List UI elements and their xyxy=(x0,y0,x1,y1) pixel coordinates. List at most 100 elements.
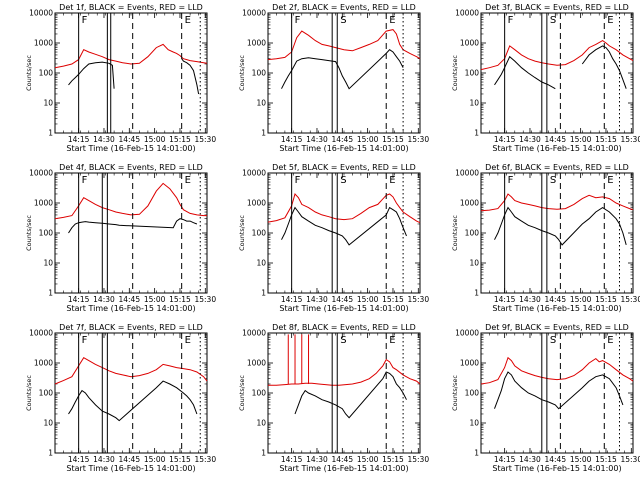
x-tick-label: 14:15 xyxy=(68,135,90,144)
y-axis-label: Counts/sec xyxy=(238,55,246,91)
interval-marker-letter: E xyxy=(185,15,191,26)
y-tick-label: 100 xyxy=(39,389,54,398)
y-tick-label: 10 xyxy=(43,99,53,108)
detector-plot-6: Det 6f, BLACK = Events, RED = LLD 1 10 100 1… xyxy=(451,163,640,313)
interval-marker-letter: E xyxy=(389,335,395,346)
plot-frame xyxy=(480,12,634,134)
x-axis-label: Start Time (16-Feb-15 14:01:00) xyxy=(492,304,621,313)
x-tick-label: 14:30 xyxy=(93,455,115,464)
x-tick-label: 15:30 xyxy=(194,455,216,464)
plot-frame xyxy=(54,12,208,134)
detector-plot-3: Det 3f, BLACK = Events, RED = LLD 1 10 100 1… xyxy=(451,3,640,153)
x-tick-label: 15:15 xyxy=(169,455,191,464)
plot-frame xyxy=(480,332,634,454)
x-axis-label: Start Time (16-Feb-15 14:01:00) xyxy=(279,304,408,313)
y-tick-label: 1000 xyxy=(247,199,266,208)
x-tick-label: 15:15 xyxy=(382,135,404,144)
lld-series-line xyxy=(54,43,208,69)
lld-series-line xyxy=(267,193,421,224)
y-tick-label: 100 xyxy=(252,229,267,238)
x-tick-label: 15:00 xyxy=(144,135,166,144)
y-tick-label: 10000 xyxy=(242,9,266,18)
x-tick-label: 14:30 xyxy=(519,295,541,304)
events-series-line xyxy=(494,371,624,410)
x-tick-label: 15:15 xyxy=(595,135,617,144)
y-tick-label: 10000 xyxy=(455,9,479,18)
lld-series-line xyxy=(480,193,634,212)
y-tick-label: 100 xyxy=(252,389,267,398)
interval-marker-letter: F xyxy=(508,175,514,186)
y-axis-label: Counts/sec xyxy=(451,215,459,251)
interval-marker-letter: E xyxy=(607,15,613,26)
x-tick-label: 15:00 xyxy=(144,455,166,464)
interval-marker-letter: S xyxy=(340,335,346,346)
events-series-line xyxy=(68,218,198,234)
x-tick-label: 15:30 xyxy=(194,135,216,144)
plot-frame xyxy=(267,12,421,134)
plot-frame xyxy=(480,172,634,294)
y-tick-label: 100 xyxy=(39,229,54,238)
detector-plot-5: Det 5f, BLACK = Events, RED = LLD 1 10 100 1… xyxy=(238,163,429,313)
x-axis-label: Start Time (16-Feb-15 14:01:00) xyxy=(66,464,195,473)
x-tick-label: 15:30 xyxy=(620,295,640,304)
y-tick-label: 100 xyxy=(252,69,267,78)
y-tick-label: 10 xyxy=(43,259,53,268)
interval-marker-letter: E xyxy=(607,335,613,346)
y-tick-label: 1 xyxy=(474,449,479,458)
x-axis-label: Start Time (16-Feb-15 14:01:00) xyxy=(66,144,195,153)
interval-marker-letter: E xyxy=(185,175,191,186)
events-series-line xyxy=(294,371,407,419)
x-tick-label: 14:45 xyxy=(544,135,566,144)
x-tick-label: 15:00 xyxy=(357,295,379,304)
x-tick-label: 15:00 xyxy=(570,295,592,304)
x-axis-label: Start Time (16-Feb-15 14:01:00) xyxy=(66,304,195,313)
y-tick-label: 1 xyxy=(474,289,479,298)
x-tick-label: 14:30 xyxy=(306,455,328,464)
interval-marker-letter: S xyxy=(340,175,346,186)
plot-title: Det 4f, BLACK = Events, RED = LLD xyxy=(59,163,203,172)
lld-series-line xyxy=(54,357,208,385)
x-tick-label: 14:45 xyxy=(331,135,353,144)
x-tick-label: 15:30 xyxy=(620,455,640,464)
x-tick-label: 15:00 xyxy=(357,455,379,464)
y-tick-label: 1 xyxy=(48,289,53,298)
detector-plot-4: Det 4f, BLACK = Events, RED = LLD 1 10 100 1… xyxy=(25,163,216,313)
interval-marker-letter: F xyxy=(82,15,88,26)
y-tick-label: 10 xyxy=(256,259,266,268)
x-tick-label: 14:30 xyxy=(93,135,115,144)
interval-marker-letter: F xyxy=(82,335,88,346)
plot-title: Det 6f, BLACK = Events, RED = LLD xyxy=(485,163,629,172)
x-tick-label: 14:30 xyxy=(519,135,541,144)
y-tick-label: 10 xyxy=(469,419,479,428)
x-tick-label: 14:15 xyxy=(494,455,516,464)
interval-marker-letter: F xyxy=(82,175,88,186)
plot-title: Det 1f, BLACK = Events, RED = LLD xyxy=(59,3,203,12)
y-tick-label: 100 xyxy=(465,229,480,238)
y-axis-label: Counts/sec xyxy=(25,375,33,411)
plot-title: Det 2f, BLACK = Events, RED = LLD xyxy=(272,3,416,12)
x-tick-label: 14:30 xyxy=(93,295,115,304)
lld-series-line xyxy=(480,40,634,71)
y-tick-label: 1000 xyxy=(34,199,53,208)
detector-plot-8: Det 8f, BLACK = Events, RED = LLD 1 10 100 1… xyxy=(238,323,429,473)
interval-marker-letter: S xyxy=(550,335,556,346)
interval-marker-letter: E xyxy=(389,175,395,186)
y-tick-label: 1 xyxy=(261,129,266,138)
events-series-line xyxy=(494,206,627,246)
y-axis-label: Counts/sec xyxy=(25,215,33,251)
y-tick-label: 1 xyxy=(48,129,53,138)
x-tick-label: 14:45 xyxy=(331,455,353,464)
lld-series-line xyxy=(480,356,634,385)
y-tick-label: 1000 xyxy=(34,359,53,368)
x-tick-label: 15:15 xyxy=(382,295,404,304)
y-tick-label: 10 xyxy=(256,99,266,108)
x-tick-label: 15:30 xyxy=(407,135,429,144)
x-tick-label: 14:15 xyxy=(281,455,303,464)
interval-marker-letter: F xyxy=(508,15,514,26)
y-tick-label: 10 xyxy=(43,419,53,428)
x-tick-label: 14:15 xyxy=(68,455,90,464)
interval-marker-letter: E xyxy=(185,335,191,346)
x-tick-label: 14:15 xyxy=(281,135,303,144)
y-tick-label: 1 xyxy=(48,449,53,458)
